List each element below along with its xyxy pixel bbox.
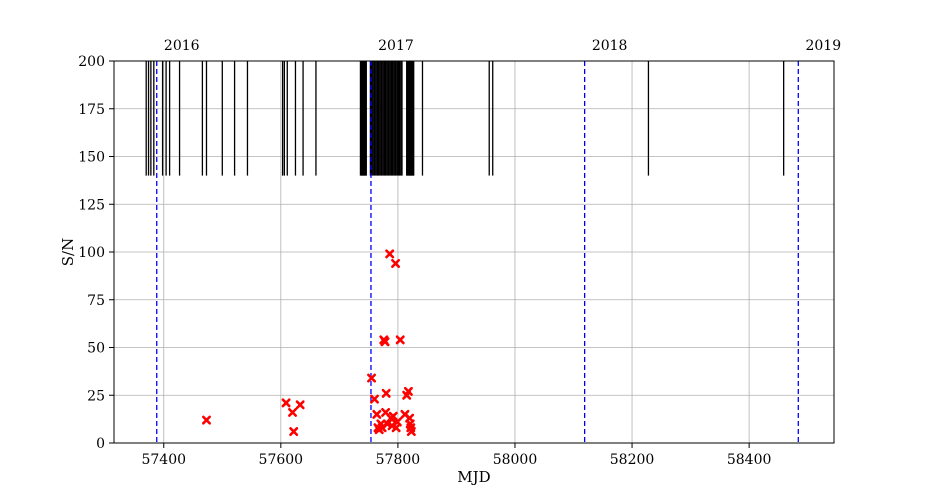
x-tick-label: 58200 (610, 452, 655, 468)
data-point (295, 400, 305, 410)
x-tick-label: 58400 (727, 452, 772, 468)
observation-markers (145, 61, 785, 176)
x-tick-label: 57400 (141, 452, 186, 468)
year-markers: 2016 2017 2018 2019 (156, 38, 841, 443)
y-tick-label: 50 (87, 341, 105, 357)
data-point (369, 394, 379, 404)
data-point (392, 417, 402, 427)
y-tick-label: 175 (78, 102, 105, 118)
y-tick-label: 150 (78, 150, 105, 166)
data-point (381, 388, 391, 398)
x-tick-label: 58000 (493, 452, 538, 468)
data-point (403, 386, 413, 396)
y-tick-label: 125 (78, 197, 105, 213)
y-tick-label: 100 (78, 245, 105, 261)
data-point (289, 427, 299, 437)
data-point (367, 373, 377, 383)
data-point (372, 409, 382, 419)
data-point (281, 398, 291, 408)
x-axis-label: MJD (457, 468, 490, 486)
x-tick-label: 57800 (376, 452, 421, 468)
year-label: 2017 (378, 38, 414, 54)
data-point (406, 427, 416, 437)
sn-points (201, 249, 416, 437)
y-tick-label: 25 (87, 388, 105, 404)
ticks: 57400 57600 57800 58000 58200 58400 0 25 50 75 100… (78, 54, 771, 468)
grid (114, 60, 834, 444)
data-point (385, 249, 395, 259)
y-axis-label: S/N (59, 238, 77, 266)
data-point (395, 335, 405, 345)
y-tick-label: 0 (96, 436, 105, 452)
data-point (391, 258, 401, 268)
x-tick-label: 57600 (259, 452, 304, 468)
year-label: 2019 (805, 38, 841, 54)
data-point (288, 407, 298, 417)
year-label: 2016 (164, 38, 200, 54)
year-label: 2018 (592, 38, 628, 54)
data-point (380, 337, 390, 347)
y-tick-label: 200 (78, 54, 105, 70)
y-tick-label: 75 (87, 293, 105, 309)
data-point (201, 415, 211, 425)
